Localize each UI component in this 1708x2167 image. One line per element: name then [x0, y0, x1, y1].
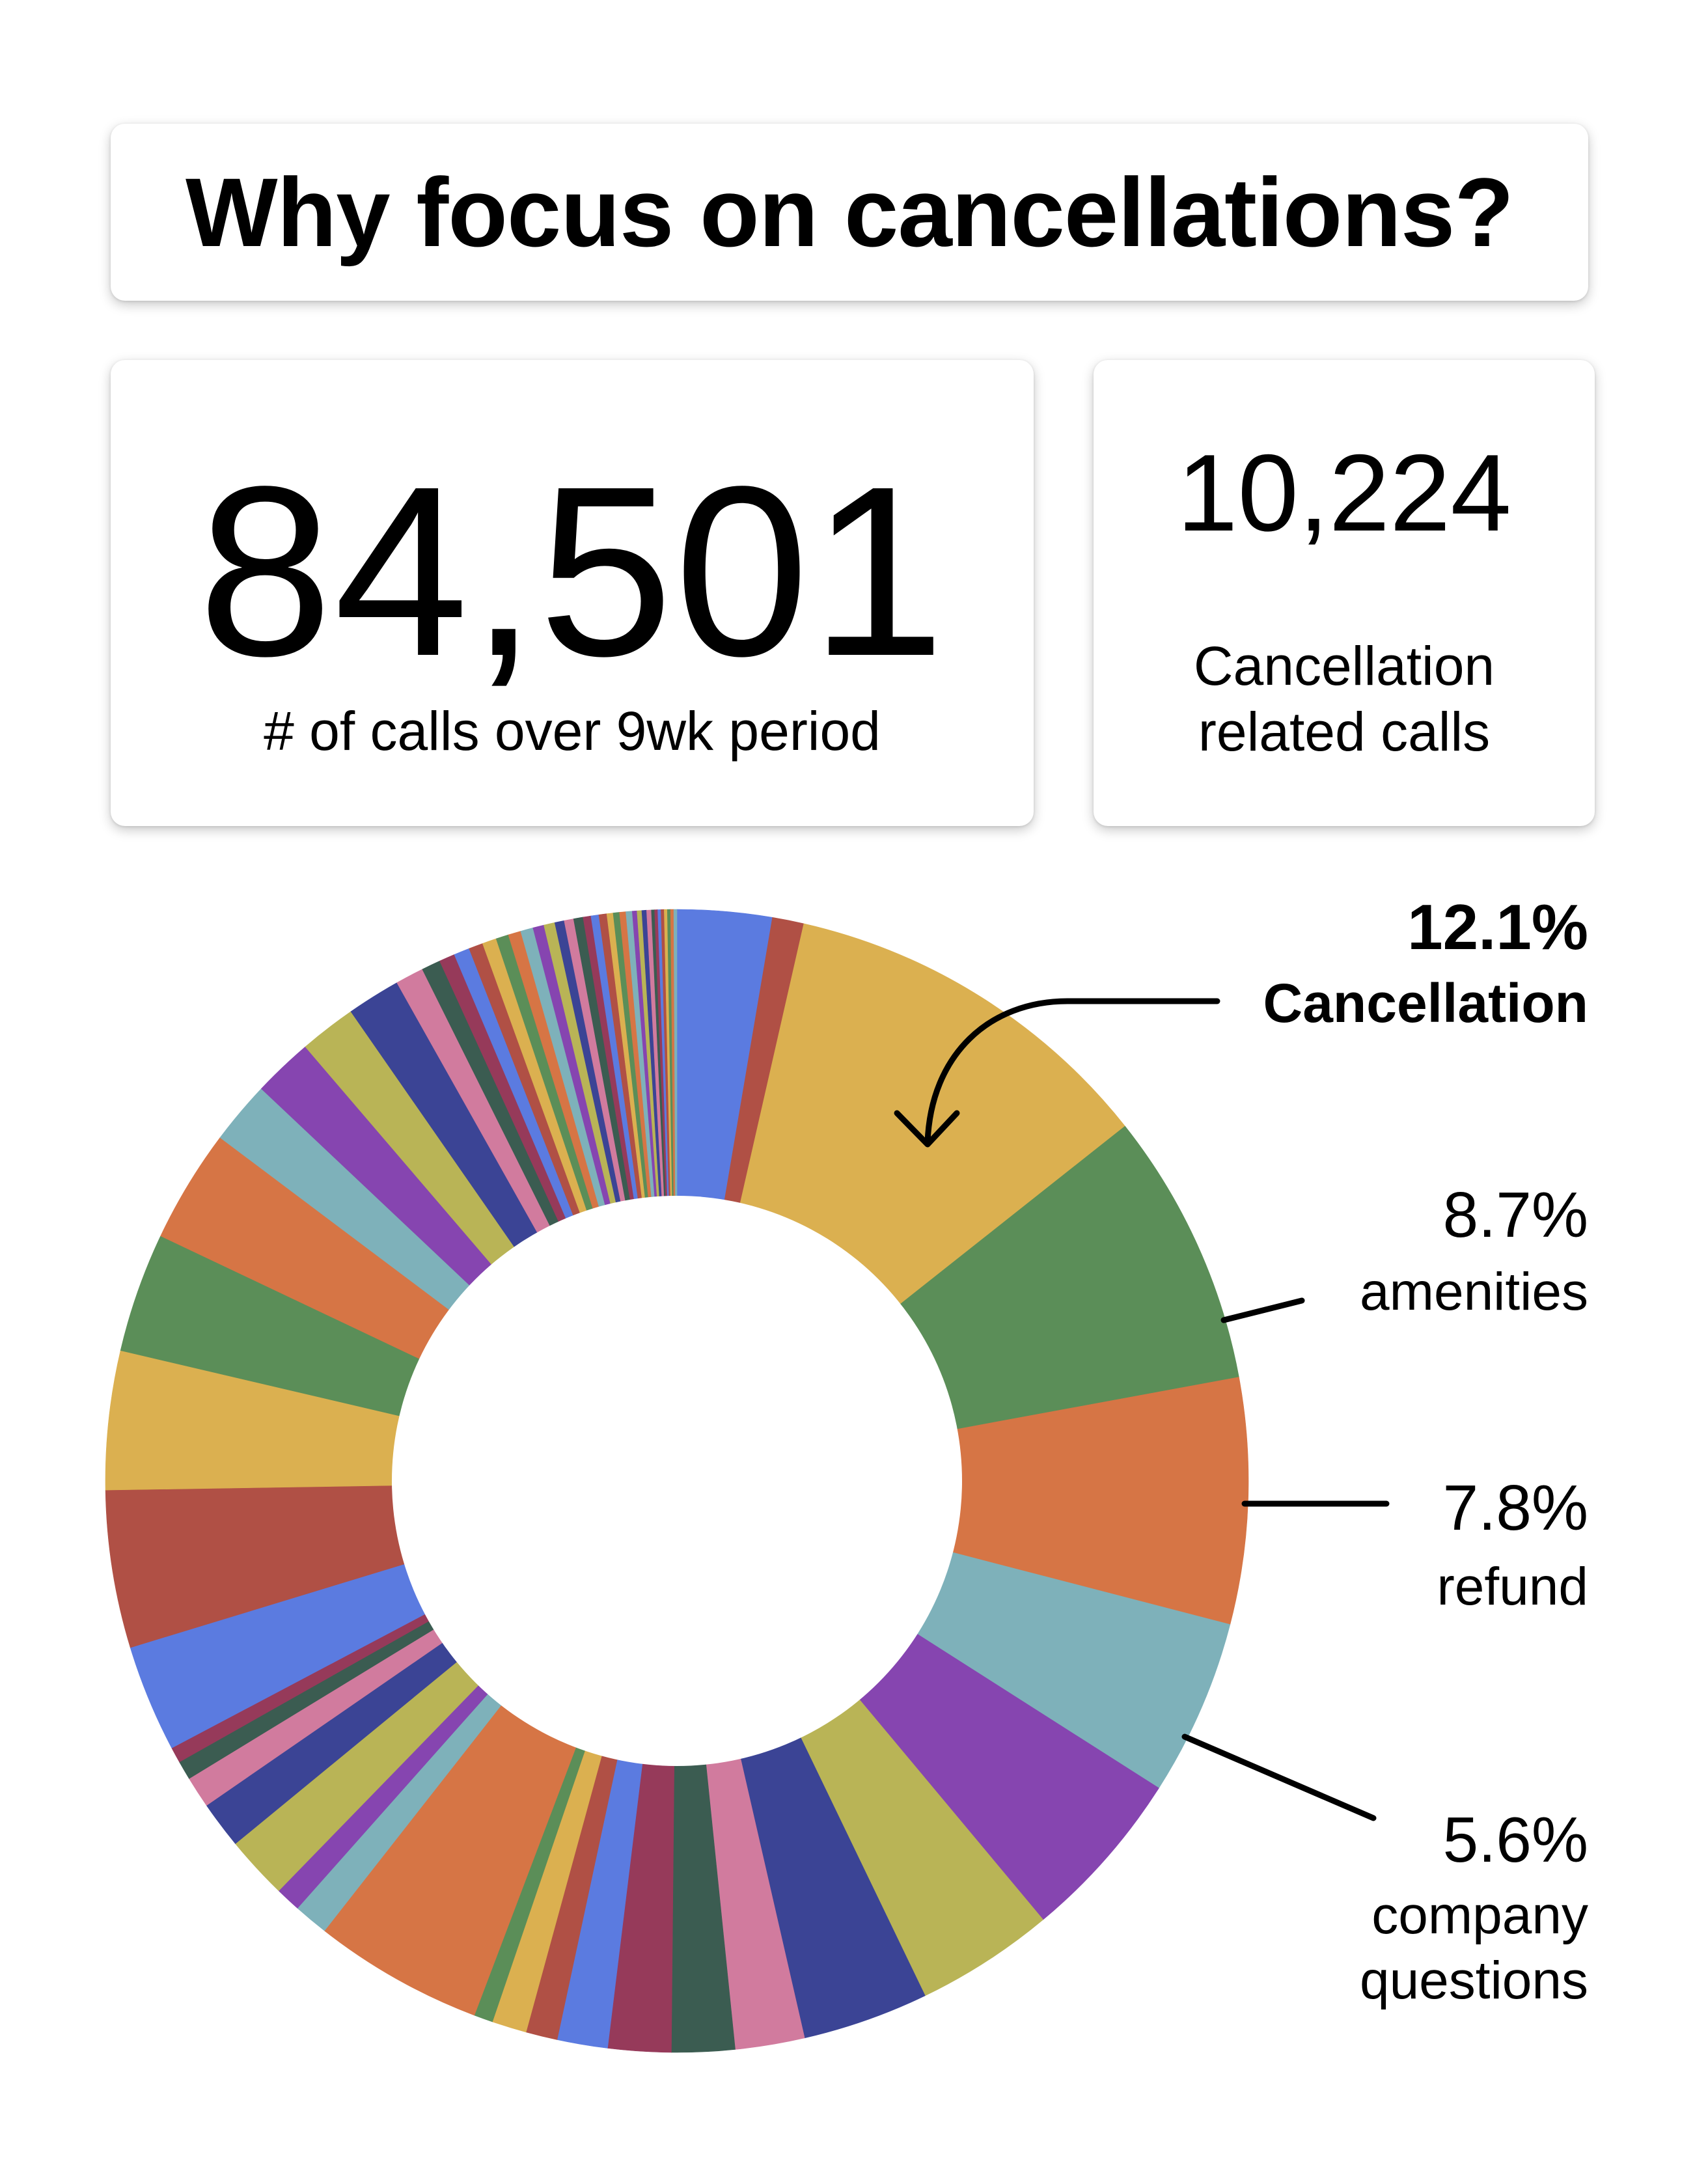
company-questions-percent: 5.6% — [1443, 1804, 1588, 1875]
title-card: Why focus on cancellations? — [111, 124, 1588, 301]
cancellation-calls-caption-line2: related calls — [1198, 700, 1491, 762]
cancellation-percent: 12.1% — [1407, 891, 1588, 963]
cancellation-calls-caption: Cancellation related calls — [1133, 633, 1556, 765]
cancellation-arrow-curve — [924, 998, 1220, 1146]
company-questions-label-line2: questions — [1360, 1951, 1588, 2010]
refund-percent: 7.8% — [1443, 1472, 1588, 1543]
total-calls-caption: # of calls over 9wk period — [264, 700, 881, 762]
company-questions-label-line1: company — [1371, 1886, 1588, 1945]
amenities-label: amenities — [1360, 1262, 1588, 1321]
cancellation-calls-card: 10,224 Cancellation related calls — [1094, 360, 1595, 826]
cancellation-calls-caption-line1: Cancellation — [1193, 635, 1495, 697]
donut-slices — [105, 909, 1249, 2053]
total-calls-card: 84,501 # of calls over 9wk period — [111, 360, 1034, 826]
total-calls-value: 84,501 — [198, 435, 946, 706]
cancellation-arrow-head — [894, 1110, 960, 1148]
cancellation-label: Cancellation — [1263, 973, 1588, 1034]
amenities-percent: 8.7% — [1443, 1179, 1588, 1250]
company-questions-leader-line — [1181, 1733, 1377, 1821]
refund-label: refund — [1437, 1557, 1588, 1616]
amenities-leader-line — [1220, 1297, 1305, 1323]
donut-hole — [392, 1196, 962, 1766]
cancellation-calls-value: 10,224 — [1177, 432, 1511, 554]
page-title: Why focus on cancellations? — [186, 157, 1514, 267]
